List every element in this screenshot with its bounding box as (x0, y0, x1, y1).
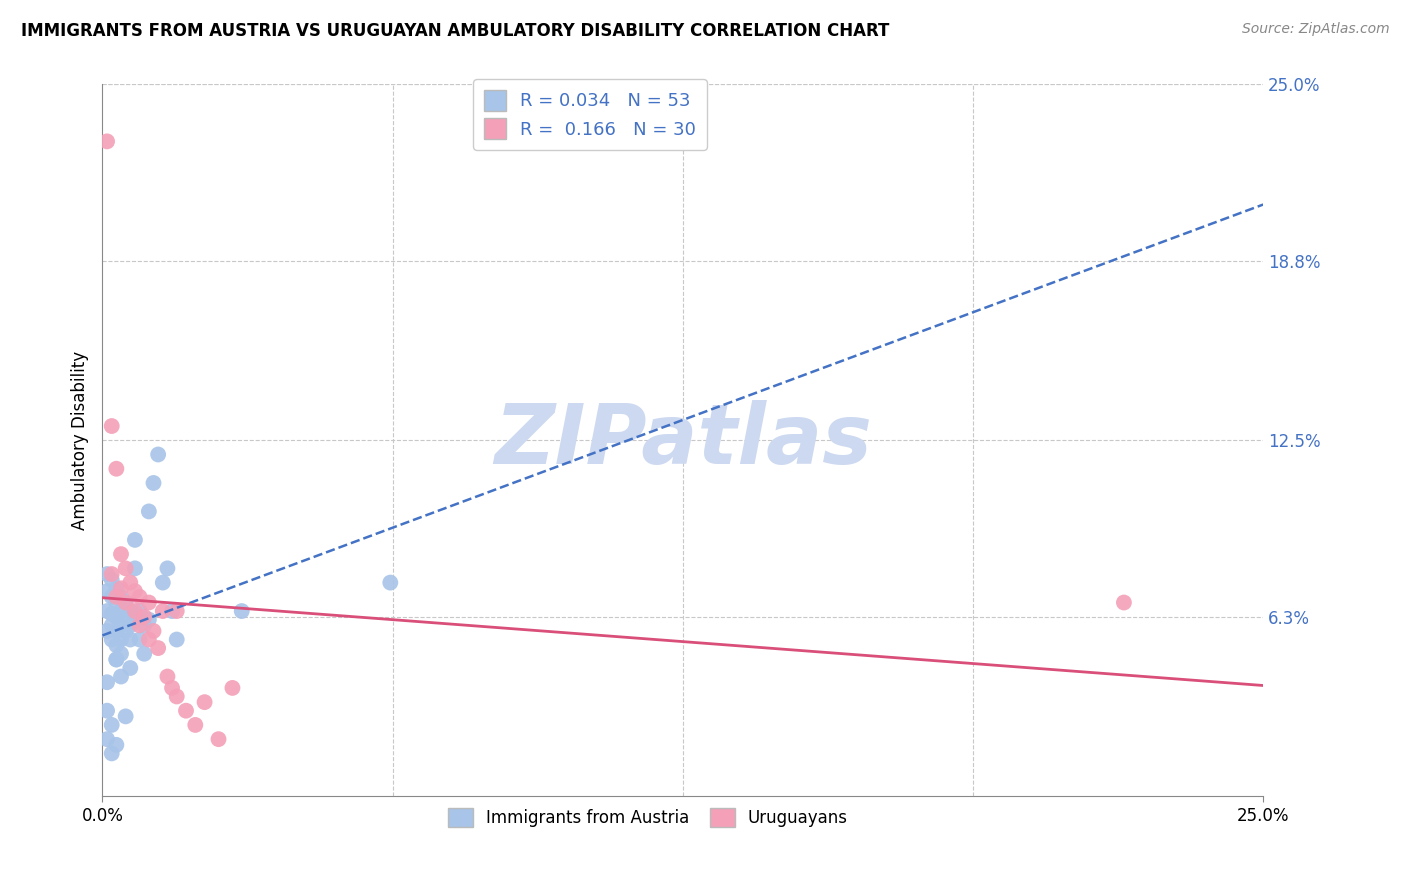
Point (156, 669, 179, 683)
Point (114, 561, 136, 575)
Point (128, 618, 150, 632)
Point (105, 590, 128, 604)
Point (156, 561, 179, 575)
Point (380, 575, 402, 590)
Point (160, 681, 183, 695)
Point (100, 590, 122, 604)
Point (120, 632, 142, 647)
Point (120, 604, 142, 618)
Text: ZIPatlas: ZIPatlas (494, 400, 872, 481)
Point (114, 595, 136, 609)
Point (142, 475, 165, 490)
Point (110, 582, 132, 596)
Point (221, 681, 243, 695)
Point (110, 669, 132, 683)
Point (110, 604, 132, 618)
Point (207, 732, 229, 747)
Point (128, 632, 150, 647)
Point (134, 609, 156, 624)
Point (124, 584, 146, 599)
Point (110, 547, 132, 561)
Legend: Immigrants from Austria, Uruguayans: Immigrants from Austria, Uruguayans (441, 801, 855, 834)
Point (194, 695, 217, 709)
Point (100, 607, 122, 621)
Point (96, 704, 118, 718)
Point (146, 641, 169, 656)
Point (105, 624, 128, 638)
Point (110, 590, 132, 604)
Point (120, 661, 142, 675)
Point (138, 504, 160, 518)
Point (114, 624, 136, 638)
Point (124, 604, 146, 618)
Point (114, 609, 136, 624)
Point (105, 652, 128, 666)
Point (100, 567, 122, 582)
Point (96, 732, 118, 747)
Point (96, 624, 118, 638)
Point (166, 632, 188, 647)
Point (138, 595, 160, 609)
Point (128, 590, 150, 604)
Point (184, 718, 207, 732)
Point (96, 584, 118, 599)
Point (231, 604, 253, 618)
Point (128, 604, 150, 618)
Point (105, 461, 128, 475)
Point (110, 618, 132, 632)
Point (110, 632, 132, 647)
Point (105, 638, 128, 652)
Point (110, 647, 132, 661)
Point (100, 632, 122, 647)
Point (114, 595, 136, 609)
Text: IMMIGRANTS FROM AUSTRIA VS URUGUAYAN AMBULATORY DISABILITY CORRELATION CHART: IMMIGRANTS FROM AUSTRIA VS URUGUAYAN AMB… (21, 22, 890, 40)
Point (1112, 595, 1135, 609)
Point (160, 604, 183, 618)
Point (105, 609, 128, 624)
Point (174, 704, 197, 718)
Point (100, 618, 122, 632)
Text: Source: ZipAtlas.com: Source: ZipAtlas.com (1241, 22, 1389, 37)
Point (120, 575, 142, 590)
Point (124, 561, 146, 575)
Point (100, 718, 122, 732)
Point (105, 582, 128, 596)
Point (96, 604, 118, 618)
Point (114, 709, 136, 723)
Point (134, 647, 156, 661)
Point (105, 595, 128, 609)
Point (134, 618, 156, 632)
Point (124, 613, 146, 627)
Point (105, 738, 128, 752)
Y-axis label: Ambulatory Disability: Ambulatory Disability (72, 351, 89, 530)
Point (142, 624, 165, 638)
Point (152, 575, 174, 590)
Point (152, 604, 174, 618)
Point (105, 652, 128, 666)
Point (96, 567, 118, 582)
Point (138, 632, 160, 647)
Point (96, 675, 118, 690)
Point (166, 604, 188, 618)
Point (166, 690, 188, 704)
Point (146, 448, 169, 462)
Point (100, 419, 122, 434)
Point (100, 747, 122, 761)
Point (138, 613, 160, 627)
Point (120, 618, 142, 632)
Point (124, 533, 146, 547)
Point (100, 573, 122, 587)
Point (96, 134, 118, 148)
